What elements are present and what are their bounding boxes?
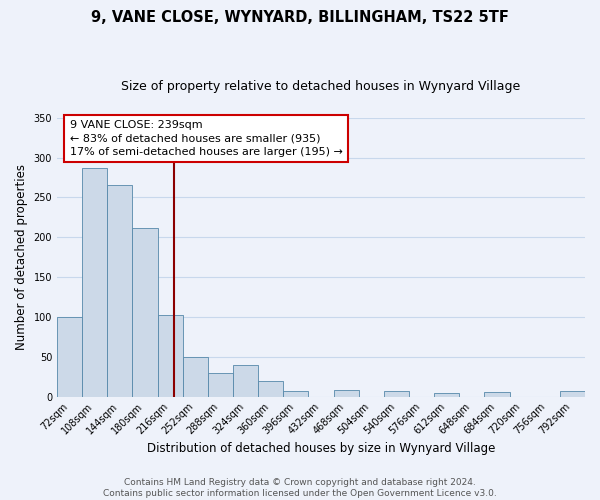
Bar [283, 391, 308, 396]
Bar [107, 186, 133, 396]
Text: 9 VANE CLOSE: 239sqm
← 83% of detached houses are smaller (935)
17% of semi-deta: 9 VANE CLOSE: 239sqm ← 83% of detached h… [70, 120, 343, 156]
Bar [384, 391, 409, 396]
Bar [258, 380, 283, 396]
Bar [158, 316, 183, 396]
Bar [183, 357, 208, 397]
X-axis label: Distribution of detached houses by size in Wynyard Village: Distribution of detached houses by size … [147, 442, 495, 455]
Bar [133, 228, 158, 396]
Bar [484, 392, 509, 396]
Bar [560, 391, 585, 396]
Bar [434, 392, 459, 396]
Y-axis label: Number of detached properties: Number of detached properties [15, 164, 28, 350]
Bar [208, 372, 233, 396]
Text: 9, VANE CLOSE, WYNYARD, BILLINGHAM, TS22 5TF: 9, VANE CLOSE, WYNYARD, BILLINGHAM, TS22… [91, 10, 509, 25]
Bar [57, 317, 82, 396]
Title: Size of property relative to detached houses in Wynyard Village: Size of property relative to detached ho… [121, 80, 521, 93]
Bar [233, 364, 258, 396]
Bar [82, 168, 107, 396]
Text: Contains HM Land Registry data © Crown copyright and database right 2024.
Contai: Contains HM Land Registry data © Crown c… [103, 478, 497, 498]
Bar [334, 390, 359, 396]
